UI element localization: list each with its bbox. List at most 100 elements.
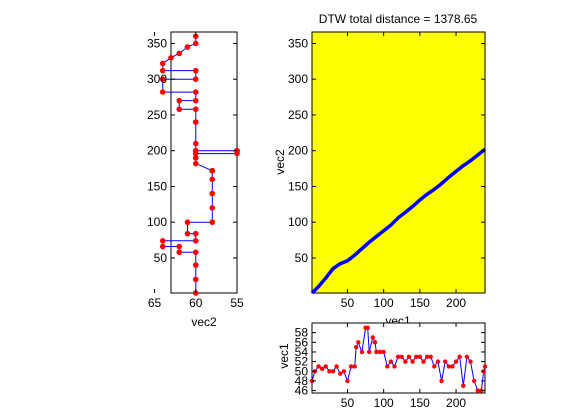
data-point: [417, 354, 423, 359]
data-point: [209, 205, 216, 211]
y-tick-label: 350: [147, 36, 167, 50]
data-point: [192, 230, 199, 237]
data-point: [471, 378, 477, 384]
x-tick-label: 50: [341, 296, 355, 310]
x-tick-label: 150: [410, 396, 430, 410]
data-point: [424, 354, 430, 359]
data-point: [453, 359, 459, 364]
data-point: [316, 364, 321, 369]
vec1-profile-series: [309, 325, 488, 393]
y-tick-label: 250: [147, 108, 167, 122]
y-tick-label: 58: [295, 326, 309, 340]
data-point: [410, 359, 415, 364]
data-point: [341, 369, 347, 374]
vec2-profile-xlabel: vec2: [191, 315, 217, 329]
data-point: [323, 364, 328, 369]
y-tick-label: 52: [295, 355, 309, 369]
data-point: [209, 167, 216, 174]
vec2-profile-yticks: 50 100 150 200 250 300 350: [147, 36, 237, 265]
y-tick-label: 100: [147, 215, 167, 229]
data-point: [482, 364, 488, 369]
y-tick-label: 50: [295, 364, 309, 378]
vec2-profile-plot-area: [170, 31, 238, 294]
y-tick-label: 150: [288, 179, 308, 193]
data-point: [377, 349, 383, 355]
data-point: [168, 54, 174, 61]
x-tick-label: 55: [230, 296, 244, 310]
data-point: [184, 44, 191, 50]
data-point: [192, 147, 199, 154]
data-point: [192, 155, 199, 161]
data-point: [356, 340, 361, 345]
data-point: [176, 97, 183, 104]
data-point: [192, 33, 199, 40]
data-point: [414, 354, 419, 359]
y-tick-label: 200: [288, 144, 308, 158]
data-point: [457, 354, 462, 359]
data-point: [365, 325, 370, 331]
data-point: [428, 354, 433, 359]
y-tick-label: 48: [295, 374, 309, 388]
data-point: [352, 364, 357, 369]
data-point: [338, 371, 343, 376]
y-tick-label: 100: [288, 215, 308, 229]
x-tick-label: 200: [446, 396, 466, 410]
data-point: [442, 359, 448, 364]
data-point: [159, 89, 166, 95]
data-point: [359, 349, 365, 355]
data-point: [374, 349, 379, 355]
data-point: [159, 67, 166, 74]
data-point: [192, 262, 199, 268]
data-point: [159, 60, 166, 67]
data-point: [159, 243, 166, 250]
data-point: [468, 359, 473, 364]
data-point: [176, 106, 183, 113]
dtw-main-xticks: 50 100 150 200: [341, 32, 466, 310]
data-point: [176, 243, 183, 250]
data-point: [475, 388, 480, 393]
data-point: [432, 364, 437, 369]
data-point: [184, 230, 191, 237]
data-point: [192, 89, 199, 95]
data-point: [345, 378, 350, 384]
data-point: [435, 359, 441, 364]
data-point: [184, 219, 191, 226]
x-tick-label: 65: [148, 296, 162, 310]
data-point: [372, 340, 378, 345]
data-point: [353, 344, 359, 350]
data-point: [192, 119, 199, 125]
data-point: [192, 238, 199, 244]
y-tick-label: 54: [295, 345, 309, 359]
dtw-main-axes: 50 100 150 200 50 100 150 200 250 300 350 DTW tot…: [273, 12, 487, 328]
series-line: [310, 147, 487, 295]
data-point: [395, 354, 401, 359]
vec2-profile-axes: 65 60 55 50 100 150 200 250 300 350 vec2: [147, 31, 244, 329]
data-point: [319, 366, 325, 372]
data-point: [381, 349, 386, 355]
dtw-main-series: [310, 147, 487, 295]
data-point: [446, 364, 452, 369]
dtw-main-yticks: 50 100 150 200 250 300 350: [288, 36, 485, 265]
data-point: [399, 354, 404, 359]
data-point: [330, 369, 336, 374]
data-point: [406, 354, 412, 359]
data-point: [403, 359, 408, 364]
data-point: [209, 190, 216, 197]
data-point: [176, 249, 183, 256]
data-point: [450, 364, 455, 369]
y-tick-label: 150: [147, 179, 167, 193]
data-point: [366, 349, 372, 355]
y-tick-label: 56: [295, 335, 309, 349]
y-tick-label: 200: [147, 144, 167, 158]
y-tick-label: 250: [288, 108, 308, 122]
data-point: [385, 364, 390, 369]
data-point: [192, 106, 199, 113]
data-point: [192, 140, 199, 147]
data-point: [209, 176, 216, 183]
y-tick-label: 50: [154, 251, 168, 265]
data-point: [192, 160, 199, 167]
x-tick-label: 100: [374, 296, 394, 310]
